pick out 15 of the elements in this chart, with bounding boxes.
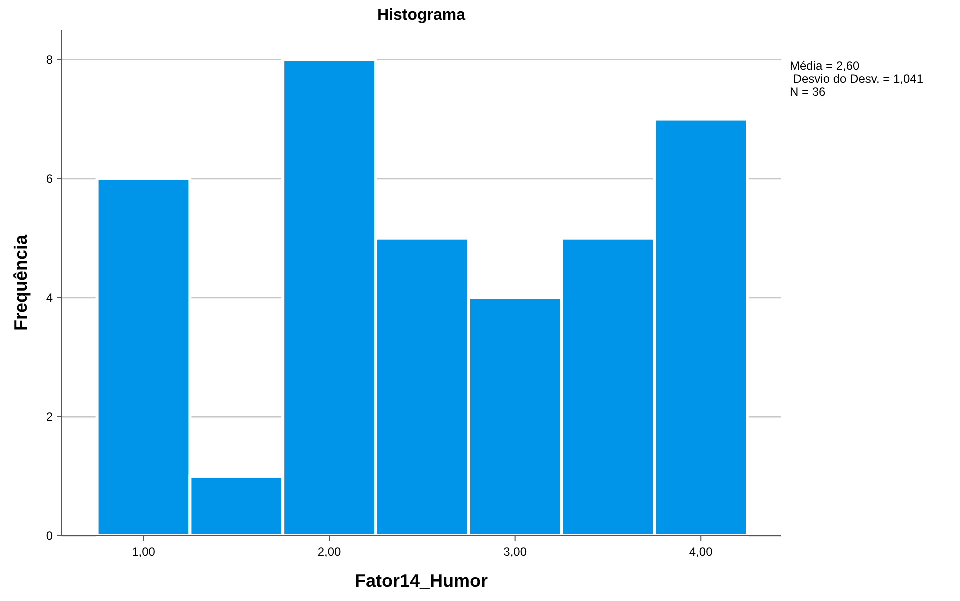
y-tick-label: 0 xyxy=(46,529,54,544)
x-tick-label: 4,00 xyxy=(689,545,714,559)
text: Desvio do Desv. = 1,041 xyxy=(790,72,924,86)
y-tick-label: 4 xyxy=(46,291,54,306)
text: N = 36 xyxy=(790,85,826,99)
x-tick-label: 2,00 xyxy=(318,545,342,559)
x-tick-label: 1,00 xyxy=(132,545,156,559)
x-tick-label: 3,00 xyxy=(504,545,528,559)
chart-title: Histograma xyxy=(377,7,466,24)
y-tick-label: 2 xyxy=(46,410,54,424)
x-axis-title: Fator14_Humor xyxy=(354,571,488,591)
y-axis-title: Frequência xyxy=(11,234,31,332)
text: Média = 2,60 xyxy=(790,59,860,73)
y-tick-label: 6 xyxy=(46,172,54,186)
y-tick-label: 8 xyxy=(46,52,54,67)
